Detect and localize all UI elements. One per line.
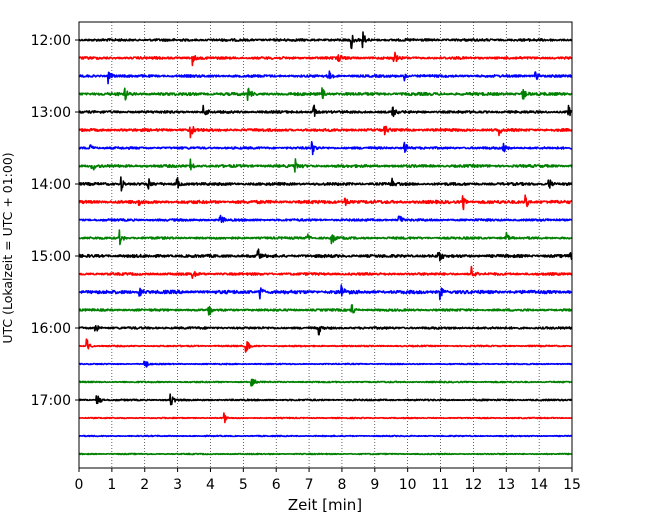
seismic-trace [78,70,573,85]
grid-lines [111,22,540,468]
x-tick-label: 6 [272,477,281,493]
x-tick-label: 2 [140,477,149,493]
seismic-trace [78,176,573,192]
seismic-trace [78,324,573,336]
y-tick-label: 12:00 [31,33,71,49]
seismic-trace [78,214,573,224]
plot-frame [78,21,573,469]
seismic-trace [78,248,573,262]
seismic-trace [78,338,573,353]
x-tick-label: 4 [206,477,215,493]
x-tick-label: 13 [497,477,515,493]
x-tick-label: 3 [173,477,182,493]
x-tick-label: 11 [432,477,450,493]
x-tick-label: 5 [239,477,248,493]
seismic-trace [78,412,573,424]
x-tick-label: 15 [563,477,581,493]
seismic-trace [78,304,573,316]
y-tick-label: 16:00 [31,321,71,337]
x-tick-label: 14 [530,477,548,493]
x-axis-label: Zeit [min] [288,496,362,514]
x-tick-label: 9 [370,477,379,493]
seismic-trace [78,125,573,139]
x-tick-label: 12 [464,477,482,493]
y-axis: 12:00 13:00 14:00 15:00 16:00 17:00 [31,33,79,409]
seismic-trace [78,378,573,387]
seismic-trace [78,194,573,211]
y-tick-label: 14:00 [31,177,71,193]
seismic-trace [78,265,573,280]
x-axis: 0 1 2 3 4 5 6 7 8 9 10 11 12 13 14 15 [75,468,581,493]
y-tick-label: 13:00 [31,105,71,121]
x-tick-label: 8 [337,477,346,493]
seismic-trace [78,284,573,301]
seismic-trace [78,141,573,156]
x-tick-label: 0 [75,477,84,493]
seismic-trace [78,87,573,102]
traces [78,31,573,456]
y-tick-label: 17:00 [31,393,71,409]
y-tick-label: 15:00 [31,249,71,265]
seismic-trace [78,393,573,406]
seismic-trace [78,452,573,456]
x-tick-label: 10 [399,477,417,493]
seismic-trace [78,51,573,67]
seismic-trace [78,434,573,438]
seismic-trace [78,158,573,173]
seismic-trace [78,31,573,50]
x-tick-label: 7 [305,477,314,493]
x-tick-label: 1 [107,477,116,493]
seismic-trace [78,360,573,368]
seismic-trace [78,104,573,118]
y-axis-label: UTC (Lokalzeit = UTC + 01:00) [0,152,15,343]
seismic-trace [78,229,573,246]
